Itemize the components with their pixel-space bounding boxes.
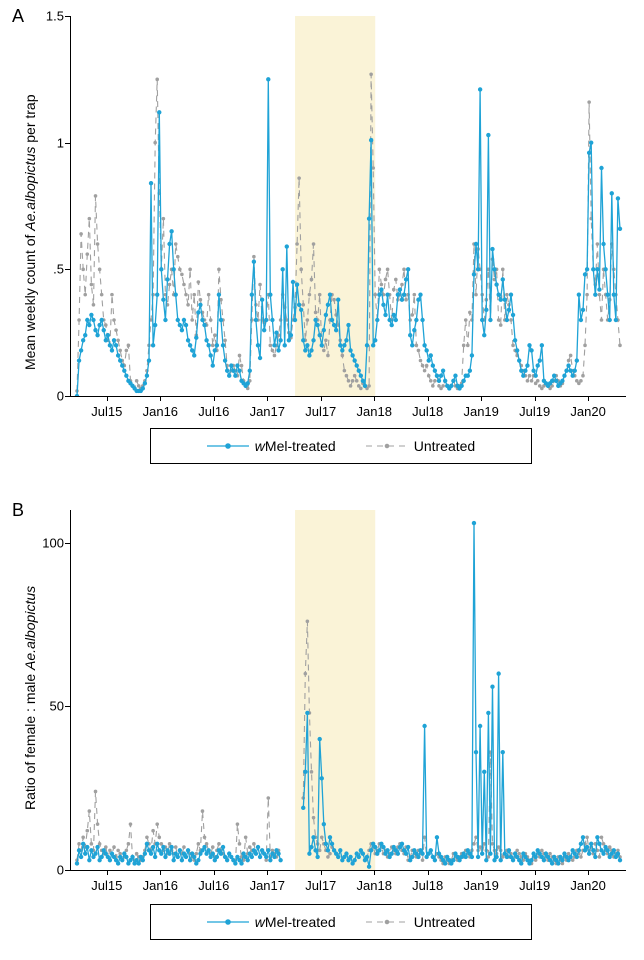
- xtick-label: Jul17: [305, 404, 336, 419]
- legend-b-untreated-swatch: [366, 915, 408, 929]
- legend-treated-swatch: [207, 439, 249, 453]
- panel-a-svg: [71, 16, 626, 396]
- panel-a-legend: wMel-treated Untreated: [150, 428, 532, 464]
- xtick-label: Jan16: [143, 404, 178, 419]
- xtick-label: Jul16: [198, 878, 229, 893]
- legend-untreated: Untreated: [366, 438, 475, 454]
- legend-untreated-swatch: [366, 439, 408, 453]
- panel-b-ylabel: Ratio of female : male Ae.albopictus: [22, 586, 38, 810]
- ylabel-b-text: Ratio of female : male: [22, 670, 38, 810]
- panel-b-legend: wMel-treated Untreated: [150, 904, 532, 940]
- ylabel-b-italic: Ae.albopictus: [22, 586, 38, 670]
- xtick-label: Jan17: [250, 878, 285, 893]
- ylabel-text: Mean weekly count of: [22, 231, 38, 370]
- panel-b-svg: [71, 510, 626, 870]
- legend-b-untreated: Untreated: [366, 914, 475, 930]
- xtick-label: Jul17: [305, 878, 336, 893]
- legend-b-treated-label: wMel-treated: [255, 914, 336, 930]
- panel-a-label: A: [12, 6, 24, 27]
- legend-b-untreated-label: Untreated: [414, 914, 475, 930]
- page: { "colors": { "treated": "#1fa3d6", "unt…: [0, 0, 644, 960]
- ytick-label: 0: [42, 863, 64, 878]
- legend-untreated-label: Untreated: [414, 438, 475, 454]
- legend-b-treated-swatch: [207, 915, 249, 929]
- xtick-label: Jan19: [463, 878, 498, 893]
- xtick-label: Jan20: [570, 404, 605, 419]
- ylabel-text2: per trap: [22, 95, 38, 143]
- ylabel-italic: Ae.albopictus: [22, 143, 38, 231]
- xtick-label: Jul19: [519, 878, 550, 893]
- panel-b-plot: [70, 510, 626, 871]
- ytick-label: 50: [42, 699, 64, 714]
- xtick-label: Jan17: [250, 404, 285, 419]
- xtick-label: Jul15: [91, 878, 122, 893]
- panel-b: B Ratio of female : male Ae.albopictus 0…: [0, 500, 644, 960]
- legend-treated-label: wMel-treated: [255, 438, 336, 454]
- xtick-label: Jan19: [463, 404, 498, 419]
- panel-a: A Mean weekly count of Ae.albopictus per…: [0, 0, 644, 490]
- ytick-label: 1: [42, 135, 64, 150]
- panel-b-label: B: [12, 500, 24, 521]
- ytick-label: 1.5: [42, 9, 64, 24]
- ytick-label: .5: [42, 262, 64, 277]
- legend-b-treated: wMel-treated: [207, 914, 336, 930]
- xtick-label: Jul19: [519, 404, 550, 419]
- xtick-label: Jan18: [357, 404, 392, 419]
- panel-a-plot: [70, 16, 626, 397]
- xtick-label: Jul16: [198, 404, 229, 419]
- xtick-label: Jul18: [412, 404, 443, 419]
- xtick-label: Jan16: [143, 878, 178, 893]
- xtick-label: Jul18: [412, 878, 443, 893]
- ytick-label: 100: [42, 535, 64, 550]
- xtick-label: Jul15: [91, 404, 122, 419]
- xtick-label: Jan18: [357, 878, 392, 893]
- ytick-label: 0: [42, 389, 64, 404]
- panel-a-ylabel: Mean weekly count of Ae.albopictus per t…: [22, 95, 38, 371]
- xtick-label: Jan20: [570, 878, 605, 893]
- legend-treated: wMel-treated: [207, 438, 336, 454]
